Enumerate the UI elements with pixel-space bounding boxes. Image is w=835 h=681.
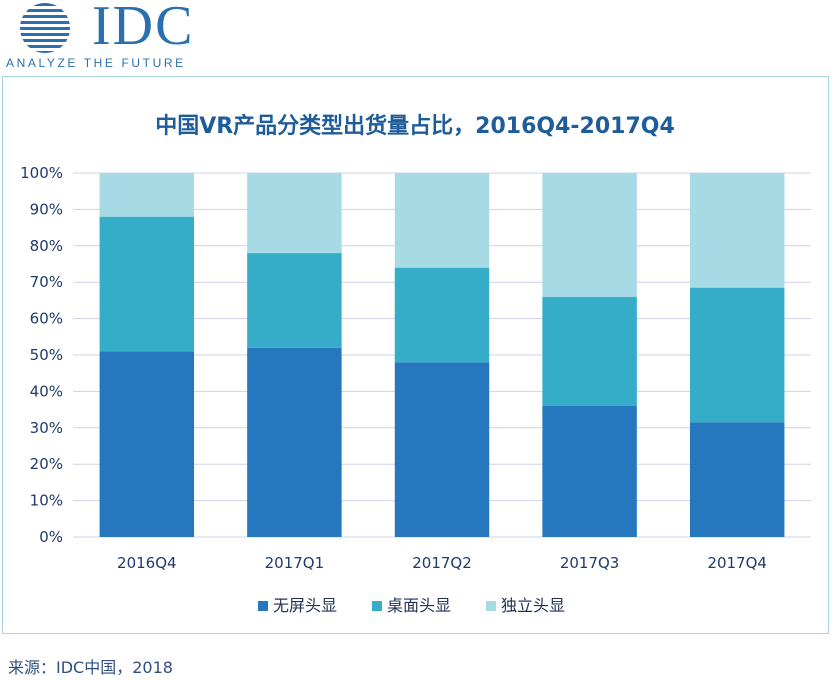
legend-label: 独立头显	[501, 596, 565, 615]
y-tick-label: 20%	[30, 455, 63, 473]
y-tick-label: 70%	[30, 273, 63, 291]
legend: 无屏头显 桌面头显 独立头显	[258, 596, 565, 615]
y-tick-label: 10%	[30, 492, 63, 510]
x-tick-label: 2017Q3	[560, 554, 620, 572]
y-tick-label: 60%	[30, 310, 63, 328]
logo-tagline: ANALYZE THE FUTURE	[6, 56, 186, 70]
bar-segment	[394, 267, 490, 363]
legend-swatch	[258, 601, 268, 611]
bars	[99, 173, 785, 537]
bar-segment	[247, 253, 342, 348]
bar-segment	[689, 287, 785, 423]
x-tick-label: 2016Q4	[117, 554, 177, 572]
y-tick-label: 50%	[30, 346, 63, 364]
bar-segment	[542, 296, 637, 406]
y-tick-label: 100%	[20, 164, 63, 182]
legend-label: 无屏头显	[273, 596, 337, 615]
bar-segment	[99, 216, 195, 352]
bar-segment	[394, 362, 490, 537]
bar-segment	[689, 173, 785, 288]
bar-segment	[99, 173, 195, 217]
y-tick-label: 80%	[30, 237, 63, 255]
x-tick-label: 2017Q2	[412, 554, 472, 572]
source-note: 来源：IDC中国，2018	[8, 658, 173, 677]
globe-icon	[20, 3, 70, 53]
idc-logo: IDC ANALYZE THE FUTURE	[4, 0, 204, 70]
x-tick-label: 2017Q1	[265, 554, 325, 572]
bar-segment	[247, 347, 342, 537]
x-tick-label: 2017Q4	[707, 554, 767, 572]
bar-segment	[542, 173, 637, 297]
y-axis-ticks: 0% 10% 20% 30% 40% 50% 60% 70% 80% 90% 100%	[20, 164, 63, 546]
y-tick-label: 0%	[39, 528, 63, 546]
legend-swatch	[486, 601, 496, 611]
y-tick-label: 30%	[30, 419, 63, 437]
legend-label: 桌面头显	[387, 596, 451, 615]
chart-title: 中国VR产品分类型出货量占比，2016Q4-2017Q4	[155, 113, 675, 139]
x-axis-ticks: 2016Q4 2017Q1 2017Q2 2017Q3 2017Q4	[117, 554, 767, 572]
logo-wordmark: IDC	[92, 0, 195, 57]
y-tick-label: 90%	[30, 200, 63, 218]
y-tick-label: 40%	[30, 382, 63, 400]
legend-swatch	[372, 601, 382, 611]
bar-segment	[689, 422, 785, 537]
chart-panel: 中国VR产品分类型出货量占比，2016Q4-2017Q4 0% 10% 20% 30%…	[2, 76, 829, 634]
bar-segment	[542, 405, 637, 537]
bar-segment	[247, 173, 342, 254]
bar-segment	[394, 173, 490, 268]
bar-segment	[99, 351, 195, 537]
stacked-bar-chart: 中国VR产品分类型出货量占比，2016Q4-2017Q4 0% 10% 20% 30%…	[20, 113, 811, 615]
